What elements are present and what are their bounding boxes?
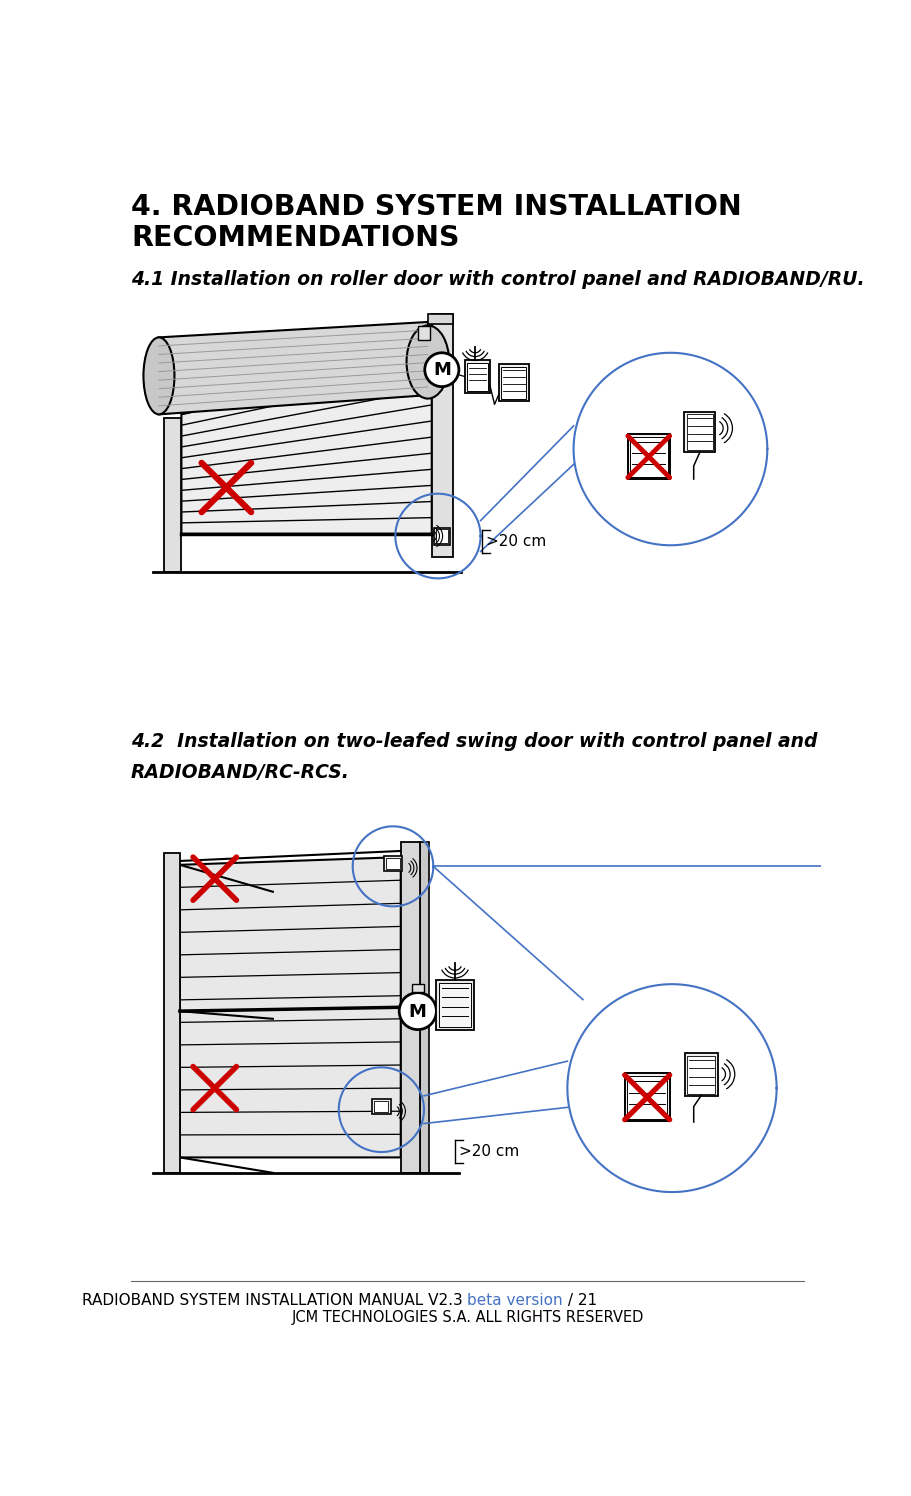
Bar — [427, 314, 453, 323]
Text: beta version: beta version — [467, 1293, 562, 1308]
Bar — [411, 984, 424, 992]
Text: 4. RADIOBAND SYSTEM INSTALLATION: 4. RADIOBAND SYSTEM INSTALLATION — [131, 193, 741, 221]
Bar — [384, 856, 402, 871]
Bar — [627, 1076, 667, 1119]
Text: 4.1 Installation on roller door with control panel and RADIOBAND/RU.: 4.1 Installation on roller door with con… — [131, 271, 864, 289]
Polygon shape — [179, 857, 400, 1158]
Bar — [501, 367, 526, 399]
Text: >20 cm: >20 cm — [458, 1144, 518, 1159]
Bar — [627, 434, 670, 479]
Text: RADIOBAND/RC-RCS.: RADIOBAND/RC-RCS. — [131, 763, 350, 782]
Bar — [684, 1053, 717, 1097]
Bar — [164, 419, 181, 573]
Bar — [438, 983, 471, 1028]
Bar — [374, 1101, 388, 1112]
Bar — [420, 842, 429, 1173]
Bar — [467, 364, 487, 390]
Bar — [435, 530, 447, 543]
Circle shape — [425, 353, 458, 386]
Bar — [372, 1100, 390, 1115]
Bar — [686, 414, 712, 450]
Text: JCM TECHNOLOGIES S.A. ALL RIGHTS RESERVED: JCM TECHNOLOGIES S.A. ALL RIGHTS RESERVE… — [291, 1310, 643, 1325]
Bar — [465, 361, 489, 393]
Text: / 21: / 21 — [563, 1293, 597, 1308]
Polygon shape — [181, 356, 431, 534]
Bar — [498, 365, 528, 401]
Circle shape — [399, 993, 436, 1029]
Polygon shape — [159, 322, 427, 414]
Text: M: M — [408, 1002, 426, 1020]
Bar — [164, 853, 179, 1173]
Text: M: M — [433, 362, 450, 380]
Text: 4.2  Installation on two-leafed swing door with control panel and: 4.2 Installation on two-leafed swing doo… — [131, 733, 816, 751]
Bar — [385, 857, 400, 869]
Bar — [417, 326, 430, 340]
Bar — [624, 1074, 669, 1121]
Text: RADIOBAND SYSTEM INSTALLATION MANUAL V2.3: RADIOBAND SYSTEM INSTALLATION MANUAL V2.… — [82, 1293, 467, 1308]
Bar — [431, 314, 453, 557]
Bar — [683, 411, 714, 452]
Bar — [434, 528, 449, 545]
Text: >20 cm: >20 cm — [486, 534, 546, 549]
Bar — [400, 842, 420, 1173]
Ellipse shape — [406, 326, 449, 398]
Bar — [435, 980, 474, 1031]
Text: RECOMMENDATIONS: RECOMMENDATIONS — [131, 224, 459, 253]
Ellipse shape — [143, 338, 174, 414]
Bar — [630, 437, 668, 477]
Bar — [687, 1056, 714, 1094]
